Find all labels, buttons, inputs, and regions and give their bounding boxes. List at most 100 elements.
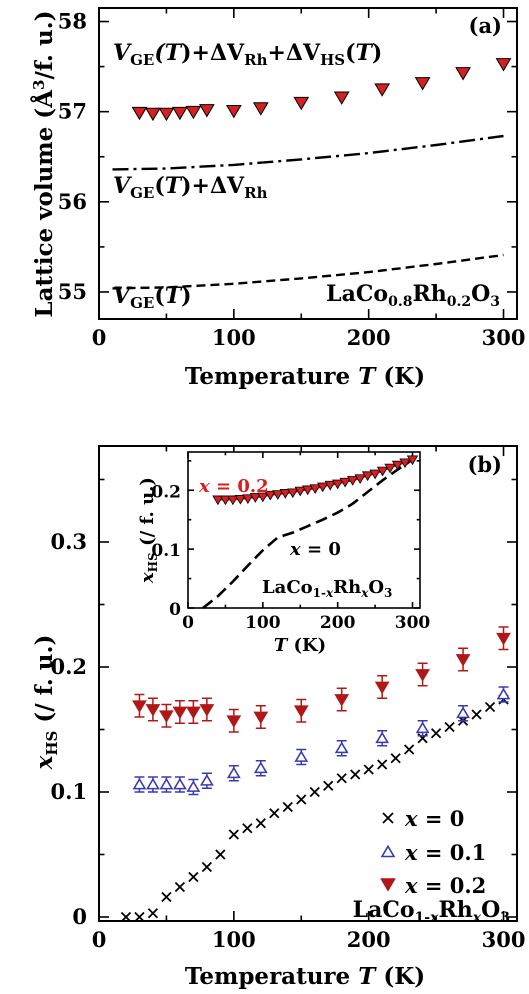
- x0-cross-b: [120, 911, 132, 923]
- x0-cross-b: [336, 773, 347, 784]
- inset-x-tick-label: 200: [320, 613, 356, 633]
- x0-cross-b: [430, 728, 442, 739]
- x0-cross-b: [282, 801, 293, 813]
- x02-point: [374, 681, 390, 695]
- x01-point: [132, 777, 147, 790]
- inset-frame: [187, 451, 421, 609]
- x0-cross-b: [403, 744, 415, 755]
- vge-rh-line: [112, 134, 504, 171]
- x01-point: [415, 721, 430, 734]
- panel-a-ticks: [98, 8, 517, 319]
- volume-point: [414, 77, 431, 91]
- x0-point: [403, 744, 415, 755]
- volume-point: [293, 96, 310, 111]
- x01-point: [375, 731, 390, 744]
- panel-b-y-tick-label: 0.1: [50, 779, 87, 804]
- volume-point: [158, 107, 175, 122]
- inset-x02-point: [309, 484, 321, 495]
- inset-x-tick-label: 300: [395, 613, 431, 633]
- x0-cross-b: [390, 753, 401, 764]
- x01-point: [294, 750, 309, 762]
- x0-point: [147, 908, 159, 919]
- label-vge-rh: VGE(T)+ΔVRh: [113, 173, 268, 202]
- x0-point: [444, 721, 455, 733]
- x0-cross-b: [471, 709, 482, 720]
- x0-cross-b: [174, 881, 186, 893]
- x0-cross-b: [444, 721, 455, 733]
- x0-cross-b: [201, 861, 213, 873]
- panel-b-ticks: [98, 446, 517, 921]
- panel-b-legend: x = 0 x = 0.1 x = 0.2: [380, 806, 486, 898]
- inset-y-tick-label: 0.1: [151, 541, 181, 561]
- x02-point: [253, 711, 269, 725]
- volume-point: [145, 107, 161, 122]
- x0-point: [350, 769, 361, 780]
- x01-point: [253, 761, 268, 774]
- panel-a-y-tick-label: 57: [58, 99, 87, 124]
- x0-cross-b: [350, 769, 361, 780]
- panel-b: 0 100 200 300 0 0.1 0.2 0.3 (b) x = 0 x = 0.1 x…: [31, 445, 525, 990]
- inset-x02-point: [317, 482, 329, 493]
- inset-x0-line: [202, 458, 414, 610]
- panel-b-x-title: Temperature T (K): [185, 963, 425, 990]
- inset-x-tick-label: 0: [182, 613, 194, 633]
- panel-a-x-tick-label: 300: [482, 325, 526, 350]
- inset-x-title: T (K): [274, 635, 326, 656]
- x0-cross-b: [296, 794, 307, 805]
- legend-marker-x02: [380, 878, 396, 892]
- panel-b-tick-labels: 0 100 200 300 0 0.1 0.2 0.3: [50, 529, 525, 952]
- inset-x02-point: [264, 490, 277, 501]
- x0-point: [336, 773, 347, 784]
- inset-x02-point: [369, 469, 381, 480]
- compound-label-a: LaCo0.8Rh0.2O3: [326, 281, 500, 310]
- x0-point: [471, 709, 482, 720]
- volume-point: [455, 67, 471, 81]
- inset-y-tick-label: 0.2: [151, 482, 181, 502]
- inset-label-x02: x = 0.2: [198, 476, 269, 497]
- inset: 0 100 200 300 0 0.1 0.2 x = 0.2 x = 0 LaCo1-xR…: [137, 451, 431, 656]
- label-vge: VGE(T): [113, 283, 192, 312]
- inset-data: [202, 455, 419, 610]
- x0-cross-b: [309, 786, 320, 798]
- x02-point: [293, 705, 309, 718]
- x01-point: [334, 741, 349, 754]
- x0-cross-b: [215, 849, 226, 860]
- x0-cross-b: [242, 823, 253, 834]
- inset-x02-point: [294, 486, 306, 497]
- volume-point: [185, 105, 202, 120]
- inset-x02-point: [227, 495, 239, 506]
- label-vge-rh-hs: VGE(T)+ΔVRh+ΔVHS(T): [113, 40, 382, 69]
- x0-cross-b: [377, 759, 388, 770]
- legend-markers: [380, 812, 396, 892]
- panel-b-y-title: xHS (/ f. u.): [31, 635, 61, 771]
- x01-point: [496, 687, 511, 700]
- panel-b-y-tick-label: 0: [72, 904, 87, 929]
- legend-marker-x01: [380, 844, 396, 858]
- x0-point: [255, 818, 266, 829]
- panel-a-frame: [98, 7, 518, 320]
- legend-label-x01: x = 0.1: [404, 840, 486, 865]
- inset-x02-point: [234, 494, 247, 505]
- x02-point: [496, 632, 511, 646]
- inset-compound-label: LaCo1-xRhxO3: [262, 577, 392, 600]
- x02-point: [455, 654, 471, 667]
- x0-cross-b: [228, 829, 239, 840]
- x02-point: [145, 704, 161, 717]
- x0-point: [174, 881, 186, 893]
- volume-point: [333, 91, 350, 105]
- compound-label-b: LaCo1-xRhxO3: [353, 897, 510, 926]
- x0-cross-b: [323, 780, 334, 791]
- x0-cross-b: [188, 871, 199, 883]
- panel-b-x-tick-label: 100: [212, 927, 256, 952]
- x0-point: [215, 849, 226, 860]
- panel-a-y-tick-label: 55: [58, 279, 87, 304]
- legend-cross-b: [382, 812, 394, 824]
- volume-point: [198, 104, 215, 118]
- panel-a-x-tick-label: 100: [212, 325, 256, 350]
- x01-point: [199, 773, 214, 786]
- x0-point: [201, 861, 213, 873]
- legend-marker-x0: [382, 812, 394, 824]
- x0-point: [430, 728, 442, 739]
- inset-x02-point: [324, 480, 336, 491]
- x0-point: [134, 911, 145, 923]
